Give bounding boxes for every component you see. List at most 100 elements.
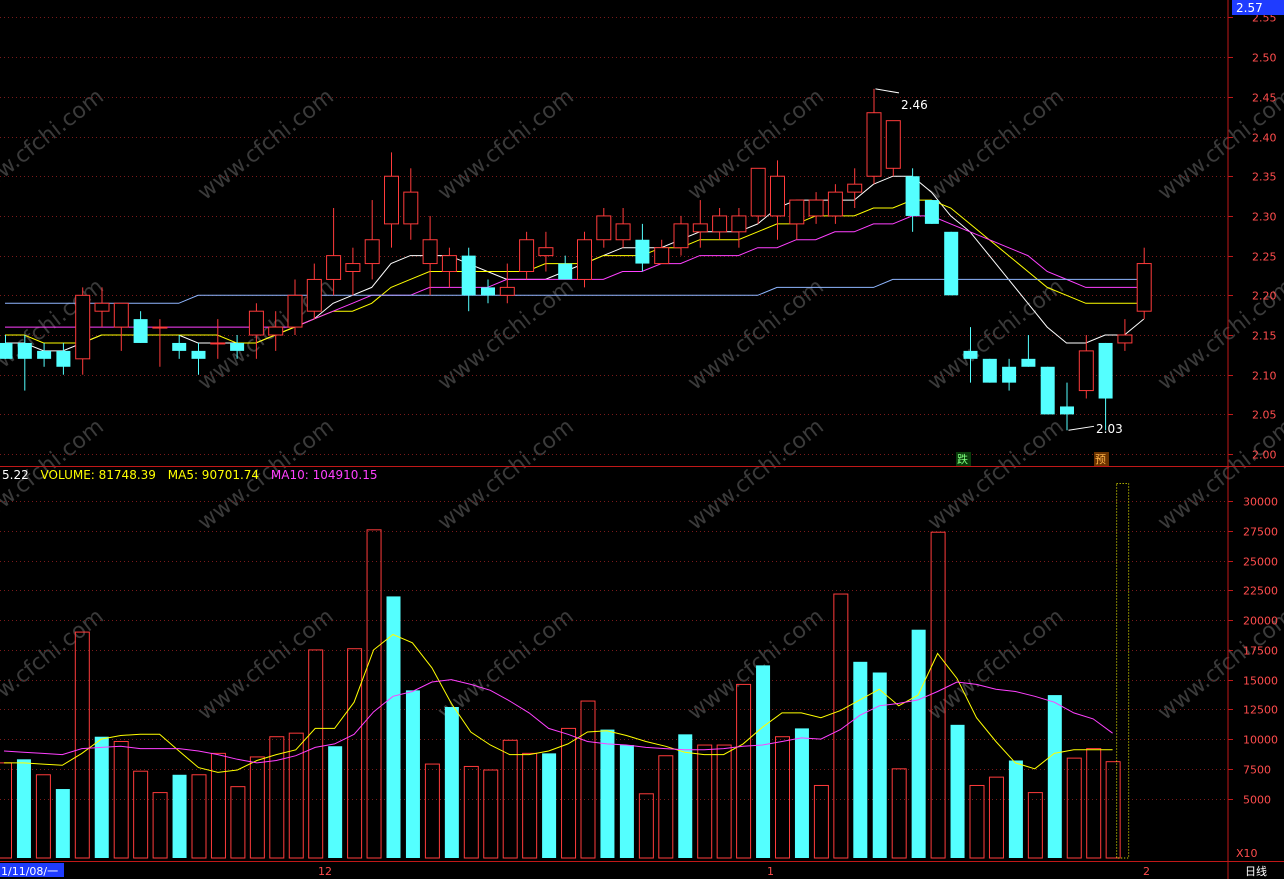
candle bbox=[230, 335, 245, 359]
candle bbox=[287, 279, 303, 336]
date-label-start: 1/11/08/一 bbox=[1, 865, 58, 878]
candle bbox=[75, 287, 91, 375]
candle bbox=[615, 207, 631, 248]
candle bbox=[635, 223, 650, 272]
volume-ma-line-ma10 bbox=[3, 679, 1113, 764]
candle bbox=[248, 303, 264, 359]
candle bbox=[306, 263, 322, 320]
candle-body-up bbox=[789, 199, 805, 225]
candle bbox=[94, 287, 110, 328]
volume-ma-lines bbox=[3, 633, 1113, 773]
volume-tick-label: 10000 bbox=[1243, 734, 1278, 747]
drop-marker-bg bbox=[956, 452, 971, 466]
candle-body-down bbox=[172, 342, 187, 351]
volume-tick-label: 22500 bbox=[1243, 585, 1278, 598]
candle-body-up bbox=[113, 302, 129, 328]
price-top-value: 2.57 bbox=[1236, 1, 1263, 15]
price-tick-label: 2.25 bbox=[1252, 251, 1277, 264]
price-tick-label: 2.00 bbox=[1252, 449, 1277, 462]
candle bbox=[963, 327, 978, 383]
candle bbox=[191, 342, 206, 375]
volume-bar-up bbox=[658, 755, 674, 859]
candle bbox=[1002, 358, 1017, 391]
volume-bar-up bbox=[288, 732, 304, 859]
candle-body-down bbox=[982, 358, 997, 383]
candle bbox=[673, 215, 689, 256]
candle bbox=[905, 168, 920, 232]
volume-ma-line-ma5 bbox=[4, 633, 1113, 773]
candle bbox=[1021, 335, 1036, 367]
volume-bar-down bbox=[853, 661, 868, 858]
candle bbox=[808, 192, 824, 224]
volume-bar-up bbox=[308, 649, 324, 859]
candle bbox=[56, 342, 71, 375]
candlestick-series bbox=[0, 88, 1152, 431]
candle-body-up bbox=[210, 342, 226, 345]
period-label[interactable]: 日线 bbox=[1245, 864, 1267, 878]
candle bbox=[1117, 319, 1133, 351]
price-tick-label: 2.30 bbox=[1252, 211, 1277, 224]
volume-bar-up bbox=[736, 683, 752, 859]
volume-bar-up bbox=[210, 752, 226, 859]
forecast-marker[interactable]: 预 bbox=[1095, 453, 1106, 466]
volume-bar-down bbox=[1047, 695, 1062, 858]
candle bbox=[944, 231, 959, 296]
volume-header-volume: VOLUME: 81748.39 bbox=[41, 468, 156, 482]
candle-body-up bbox=[152, 326, 168, 329]
candle-body-up bbox=[326, 255, 342, 280]
candle-body-down bbox=[56, 350, 71, 367]
candle bbox=[750, 167, 766, 224]
candle bbox=[866, 88, 882, 185]
volume-tick-label: 7500 bbox=[1243, 764, 1271, 777]
candle bbox=[577, 231, 592, 288]
candle-body-up bbox=[692, 223, 708, 233]
date-label-dec: 12 bbox=[318, 865, 332, 878]
volume-bar-up bbox=[930, 531, 946, 859]
candle-body-down bbox=[133, 319, 148, 343]
candle bbox=[827, 184, 843, 224]
volume-bar-up bbox=[833, 593, 849, 859]
candle-body-up bbox=[885, 120, 901, 169]
volume-bar-up bbox=[133, 770, 149, 859]
candle-body-up bbox=[712, 215, 728, 233]
candle bbox=[924, 200, 939, 224]
ma-line-yellow bbox=[5, 199, 1144, 344]
volume-bar-down bbox=[794, 728, 809, 858]
volume-bar-up bbox=[1066, 757, 1082, 859]
drop-marker[interactable]: 跌 bbox=[957, 452, 968, 466]
volume-bar-down bbox=[619, 745, 634, 858]
volume-bar-down bbox=[55, 789, 70, 858]
volume-bar-down bbox=[600, 729, 615, 858]
candle bbox=[538, 231, 554, 272]
low-price-label: 2.03 bbox=[1096, 422, 1123, 436]
candle bbox=[113, 302, 129, 351]
candle-body-down bbox=[481, 287, 495, 296]
volume-bar-up bbox=[638, 793, 654, 859]
volume-bar-up bbox=[74, 631, 90, 859]
price-tick-label: 2.10 bbox=[1252, 370, 1277, 383]
volume-bar-down bbox=[94, 736, 109, 858]
ma-line-magenta bbox=[5, 215, 1144, 328]
candle-body-up bbox=[673, 223, 689, 249]
volume-bar-up bbox=[269, 736, 285, 859]
candle bbox=[37, 342, 52, 367]
candle-body-up bbox=[827, 191, 843, 217]
candle bbox=[731, 207, 747, 248]
volume-bar-down bbox=[542, 753, 557, 858]
volume-tick-label: 15000 bbox=[1243, 675, 1278, 688]
candle-body-down bbox=[963, 350, 978, 359]
candle-body-up bbox=[847, 183, 863, 193]
volume-bar-up bbox=[1105, 761, 1121, 859]
volume-unit-label: X10 bbox=[1236, 847, 1258, 860]
candle-body-up bbox=[750, 167, 766, 217]
volume-tick-label: 25000 bbox=[1243, 556, 1278, 569]
volume-bar-up bbox=[891, 768, 907, 859]
volume-bar-down bbox=[1008, 760, 1023, 858]
candle-body-down bbox=[1040, 366, 1055, 415]
candle bbox=[1136, 247, 1152, 320]
volume-bar-down bbox=[444, 706, 459, 858]
volume-bar-down bbox=[911, 629, 926, 858]
price-tick-label: 2.40 bbox=[1252, 132, 1277, 145]
candle bbox=[461, 247, 476, 312]
